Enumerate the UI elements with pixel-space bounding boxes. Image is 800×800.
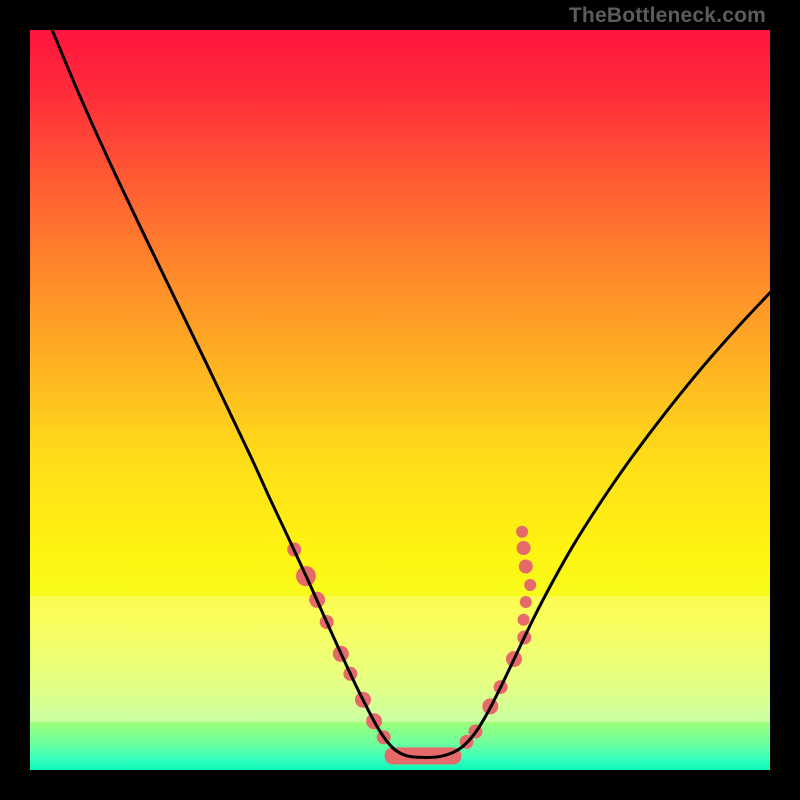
bottleneck-chart — [30, 30, 770, 770]
data-marker — [524, 579, 536, 591]
data-marker — [517, 541, 531, 555]
chart-plot-area — [30, 30, 770, 770]
watermark-text: TheBottleneck.com — [569, 4, 766, 28]
data-marker — [516, 526, 528, 538]
pale-highlight-band — [30, 596, 770, 722]
data-marker — [519, 560, 533, 574]
data-marker — [520, 596, 532, 608]
data-marker — [518, 614, 530, 626]
